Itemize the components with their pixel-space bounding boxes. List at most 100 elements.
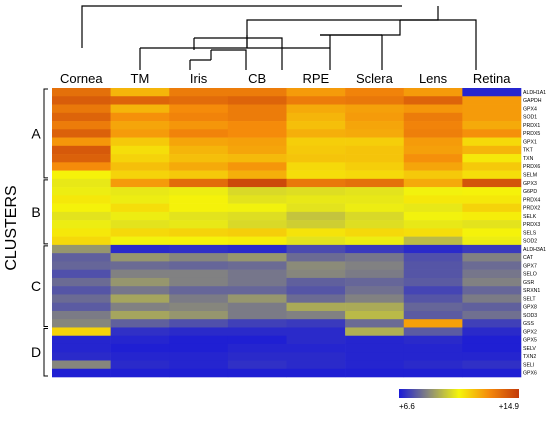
heatmap-cell <box>169 203 229 213</box>
heatmap-cell <box>110 244 170 254</box>
heatmap-cell <box>52 302 111 312</box>
row-label: TXN2 <box>523 354 536 360</box>
y-axis-title: CLUSTERS <box>3 185 20 270</box>
heatmap-cell <box>286 220 346 229</box>
heatmap-cell <box>403 104 463 114</box>
heatmap-cell <box>345 253 405 262</box>
heatmap-cell <box>169 343 229 353</box>
heatmap-cell <box>227 96 287 105</box>
heatmap-cell <box>462 145 522 155</box>
heatmap-cell <box>462 327 522 337</box>
heatmap-cell <box>286 154 346 163</box>
heatmap-cell <box>403 121 463 130</box>
heatmap-cell <box>345 286 405 295</box>
heatmap-cell <box>227 335 287 345</box>
heatmap-cell <box>286 269 346 279</box>
heatmap-cell <box>227 269 287 279</box>
heatmap-cell <box>403 211 463 221</box>
heatmap-cell <box>462 121 522 130</box>
heatmap-cell <box>169 244 229 254</box>
heatmap-cell <box>110 294 170 303</box>
heatmap-cell <box>169 253 229 262</box>
heatmap-cell <box>462 137 522 147</box>
heatmap-cell <box>110 220 170 229</box>
row-label: SELI <box>523 362 534 368</box>
heatmap-cell <box>52 112 111 122</box>
heatmap-cell <box>286 236 346 246</box>
heatmap-cell <box>286 129 346 138</box>
heatmap-cell <box>169 261 229 270</box>
heatmap-cell <box>110 310 170 320</box>
heatmap-cell <box>227 137 287 147</box>
heatmap-cell <box>227 145 287 155</box>
heatmap-cell <box>52 294 111 303</box>
dendrogram-branch-rpe <box>194 37 283 70</box>
heatmap-cell <box>110 302 170 312</box>
heatmap-cell <box>345 335 405 345</box>
heatmap-cell <box>227 352 287 361</box>
heatmap-cell <box>169 302 229 312</box>
row-label: TKT <box>523 148 534 154</box>
heatmap-cell <box>227 319 287 328</box>
row-label: SOD3 <box>523 313 537 319</box>
heatmap-cell <box>462 335 522 345</box>
cluster-bracket <box>43 179 48 245</box>
heatmap-cell <box>286 310 346 320</box>
heatmap-cell <box>345 368 405 378</box>
heatmap-cell <box>462 368 522 378</box>
column-dendrogram <box>81 5 477 70</box>
column-labels: Cornea TM Iris CB RPE Sclera Lens Retina <box>60 71 511 86</box>
heatmap-cell <box>169 162 229 171</box>
heatmap-cell <box>227 154 287 163</box>
dendrogram-branch-lens <box>381 20 401 70</box>
heatmap-cell <box>286 352 346 361</box>
heatmap-cell <box>227 187 287 196</box>
row-label: SRXN1 <box>523 288 540 294</box>
heatmap-cell <box>462 269 522 279</box>
heatmap-cell <box>345 104 405 114</box>
heatmap-cell <box>403 203 463 213</box>
heatmap-cell <box>345 145 405 155</box>
heatmap-cell <box>169 104 229 114</box>
heatmap-cell <box>169 352 229 361</box>
color-scale-bar <box>399 389 519 398</box>
heatmap-cell <box>403 88 463 97</box>
heatmap-cell <box>227 236 287 246</box>
heatmap-cell <box>286 203 346 213</box>
heatmap-cell <box>462 302 522 312</box>
heatmap-cell <box>345 96 405 105</box>
heatmap-cell <box>52 343 111 353</box>
heatmap-cell <box>403 154 463 163</box>
heatmap-cell <box>169 335 229 345</box>
heatmap-cell <box>52 88 111 97</box>
heatmap-cell <box>52 170 111 180</box>
heatmap-cell <box>462 310 522 320</box>
heatmap-cell <box>52 310 111 320</box>
heatmap-cell <box>169 286 229 295</box>
row-label: GPX2 <box>523 329 537 335</box>
heatmap-cell <box>345 360 405 370</box>
heatmap-cell <box>169 112 229 122</box>
column-label: Cornea <box>60 71 103 86</box>
heatmap-cell <box>403 253 463 262</box>
heatmap-cell <box>462 319 522 328</box>
heatmap-cell <box>462 236 522 246</box>
heatmap-cell <box>227 302 287 312</box>
row-label: SELT <box>523 296 536 302</box>
heatmap-cell <box>52 327 111 337</box>
heatmap-cell <box>345 228 405 237</box>
heatmap-cell <box>52 211 111 221</box>
heatmap-cell <box>286 228 346 237</box>
heatmap-cell <box>52 228 111 237</box>
dendrogram-branch-main <box>246 6 439 48</box>
heatmap-cell <box>169 121 229 130</box>
heatmap-cell <box>345 244 405 254</box>
row-label: SOD2 <box>523 239 537 245</box>
heatmap-cell <box>345 220 405 229</box>
heatmap-cell <box>110 96 170 105</box>
heatmap-cell <box>169 269 229 279</box>
heatmap-cell <box>345 178 405 188</box>
row-label: SELM <box>523 173 537 179</box>
row-label: TXN <box>523 156 534 162</box>
